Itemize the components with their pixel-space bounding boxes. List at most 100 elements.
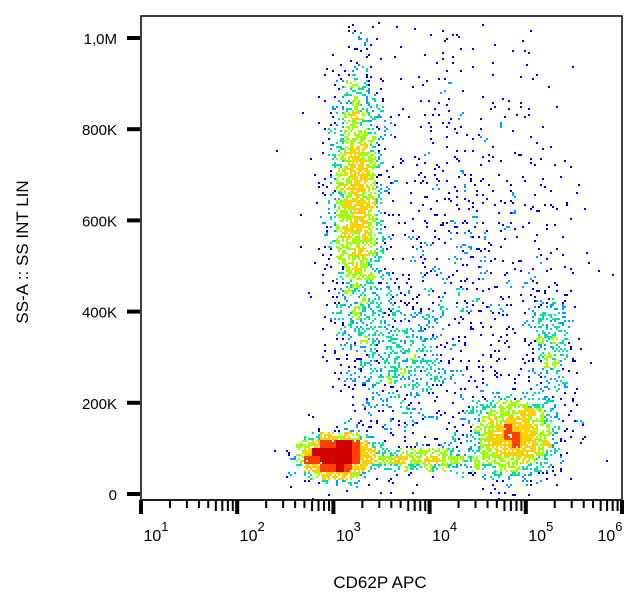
data-point [492, 472, 494, 474]
data-point [374, 270, 376, 272]
data-point [306, 452, 308, 454]
data-point [340, 212, 342, 214]
data-point [382, 236, 384, 238]
data-point [368, 450, 370, 452]
data-point [476, 410, 478, 412]
data-point [488, 454, 490, 456]
data-point [348, 324, 350, 326]
data-point [366, 120, 368, 122]
data-point [338, 378, 340, 380]
data-point [502, 448, 504, 450]
data-point [542, 430, 544, 432]
data-point [510, 200, 512, 202]
data-point [436, 322, 438, 324]
data-point [348, 206, 350, 208]
data-point [324, 444, 326, 446]
data-point [544, 410, 546, 412]
data-point [358, 270, 360, 272]
data-point [318, 470, 320, 472]
data-point [308, 462, 310, 464]
data-point [444, 454, 446, 456]
data-point [516, 468, 518, 470]
data-point [350, 142, 352, 144]
data-point [350, 196, 352, 198]
data-point [326, 226, 328, 228]
data-point [318, 442, 320, 444]
data-point [366, 262, 368, 264]
data-point [552, 334, 554, 336]
data-point [512, 212, 514, 214]
data-point [358, 306, 360, 308]
data-point [498, 406, 500, 408]
data-point [502, 458, 504, 460]
data-point [422, 330, 424, 332]
data-point [530, 462, 532, 464]
data-point [486, 438, 488, 440]
data-point [334, 464, 336, 466]
data-point [338, 176, 340, 178]
data-point [368, 388, 370, 390]
data-point [352, 456, 354, 458]
data-point [390, 370, 392, 372]
data-point [392, 386, 394, 388]
data-point [464, 190, 466, 192]
data-point [490, 272, 492, 274]
data-point [450, 348, 452, 350]
data-point [540, 440, 542, 442]
data-point [482, 326, 484, 328]
data-point [530, 342, 532, 344]
data-point [358, 244, 360, 246]
data-point [502, 310, 504, 312]
data-point [480, 422, 482, 424]
data-point [510, 304, 512, 306]
data-point [324, 454, 326, 456]
data-point [366, 266, 368, 268]
data-point [354, 344, 356, 346]
data-point [360, 144, 362, 146]
data-point [370, 458, 372, 460]
data-point [462, 434, 464, 436]
data-point [394, 458, 396, 460]
data-point [370, 166, 372, 168]
data-point [360, 110, 362, 112]
data-point [370, 462, 372, 464]
data-point [302, 452, 304, 454]
data-point [350, 144, 352, 146]
data-point [460, 456, 462, 458]
data-point [430, 130, 432, 132]
data-point [366, 258, 368, 260]
data-point [304, 450, 306, 452]
data-point [386, 360, 388, 362]
data-point [446, 126, 448, 128]
data-point [364, 254, 366, 256]
data-point [398, 214, 400, 216]
data-point [364, 148, 366, 150]
data-point [576, 388, 578, 390]
data-point [502, 444, 504, 446]
data-point [410, 392, 412, 394]
data-point [482, 444, 484, 446]
data-point [358, 254, 360, 256]
data-point [512, 456, 514, 458]
data-point [542, 324, 544, 326]
data-point [340, 216, 342, 218]
data-point [330, 194, 332, 196]
data-point [330, 124, 332, 126]
data-point [542, 356, 544, 358]
data-point [360, 358, 362, 360]
data-point [324, 452, 326, 454]
data-point [524, 416, 526, 418]
data-point [376, 460, 378, 462]
data-point [420, 370, 422, 372]
data-point [486, 198, 488, 200]
data-point [540, 344, 542, 346]
data-point [354, 308, 356, 310]
data-point [346, 180, 348, 182]
data-point [362, 150, 364, 152]
data-point [504, 402, 506, 404]
data-point [508, 412, 510, 414]
data-point [442, 328, 444, 330]
data-point [564, 358, 566, 360]
data-point [612, 274, 614, 276]
data-point [398, 456, 400, 458]
